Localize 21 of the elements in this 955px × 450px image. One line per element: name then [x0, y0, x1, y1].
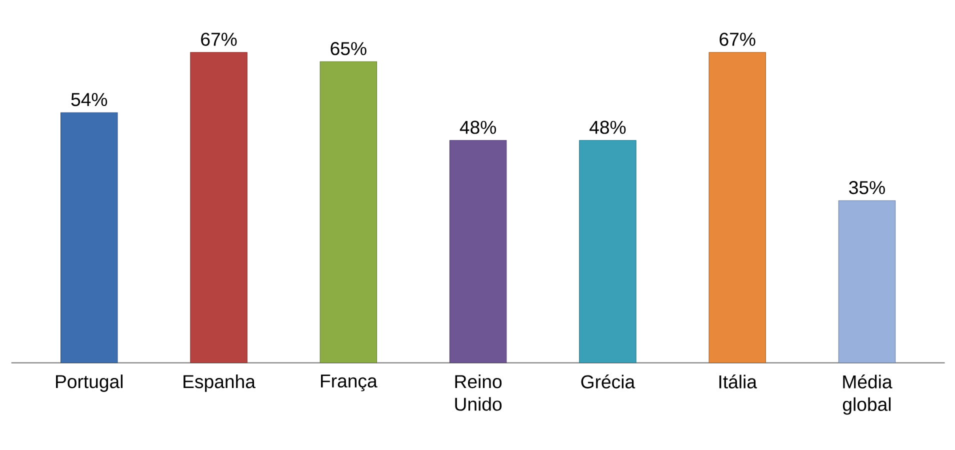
x-tick-label: Portugal [56, 374, 123, 392]
bar [60, 112, 118, 364]
bar [838, 200, 896, 364]
x-tick-label: Grécia [581, 374, 636, 389]
data-label: 48% [460, 120, 496, 134]
data-label: 65% [330, 42, 366, 56]
data-label: 48% [590, 120, 626, 134]
bar [449, 140, 507, 364]
data-label: 54% [71, 93, 108, 106]
x-tick-label: Itália [719, 374, 757, 389]
bar [190, 52, 248, 364]
x-tick-label: França [321, 374, 378, 392]
bar [320, 62, 378, 364]
data-label: 67% [720, 32, 756, 46]
data-label: 67% [201, 32, 237, 46]
x-tick-label: Reino Unido [455, 374, 502, 411]
bar [579, 140, 636, 364]
x-tick-label: Média global [842, 374, 892, 415]
data-label: 35% [849, 181, 885, 194]
bar [708, 52, 766, 364]
x-tick-label: Espanha [184, 374, 256, 392]
